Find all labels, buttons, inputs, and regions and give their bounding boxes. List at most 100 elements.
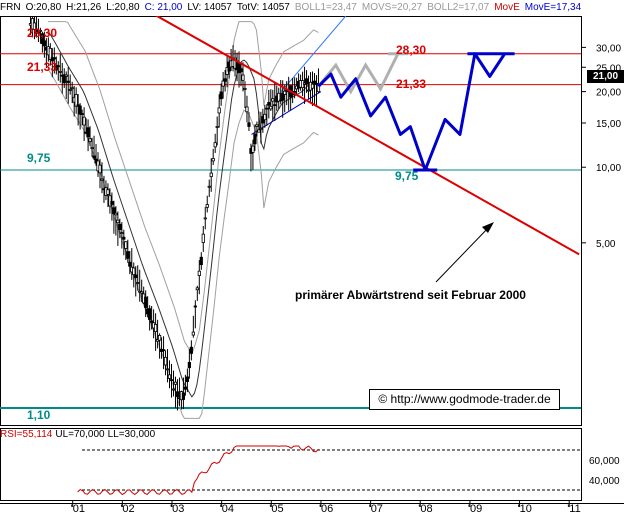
candle-body	[116, 219, 120, 224]
level-975-left-label: 9,75	[27, 151, 51, 165]
x-tick-label-8: '09	[468, 503, 482, 515]
candle-body	[243, 87, 247, 90]
candle-body	[163, 356, 168, 366]
rsi-value: RSI=55,114	[0, 429, 53, 440]
candle-body	[207, 185, 211, 188]
candle-body	[273, 104, 277, 107]
candle-body	[64, 74, 68, 77]
candle-body	[253, 133, 257, 145]
volume-value: LV: 14057	[187, 2, 232, 13]
candle-body	[122, 236, 126, 240]
y-tick-label-3: 15,00	[596, 119, 621, 130]
candle-body	[154, 323, 158, 333]
candle-body	[203, 217, 207, 220]
candle-body	[283, 90, 287, 95]
candle-body	[245, 106, 249, 113]
x-tick-label-10: '11	[567, 503, 581, 515]
candle-body	[281, 92, 285, 101]
candle-body	[98, 164, 102, 174]
candle-body	[209, 172, 213, 178]
candle-body	[52, 57, 56, 60]
candle-body	[120, 232, 124, 234]
projection-blue-path	[317, 52, 506, 172]
candle-body	[304, 78, 309, 84]
rsi-ll: LL=30,000	[107, 429, 156, 440]
y-tick-label-1: 25,00	[596, 63, 621, 74]
price-plot-frame	[0, 16, 582, 426]
trend-annotation: primärer Abwärtstrend seit Februar 2000	[295, 288, 526, 302]
candle-body	[191, 331, 195, 336]
y-tick-label-0: 30,00	[596, 43, 621, 54]
candle-body	[165, 368, 170, 371]
candle-body	[173, 381, 178, 385]
rsi-tick-label-0: 60,000	[589, 456, 620, 467]
candle-body	[80, 113, 84, 115]
candle-body	[251, 145, 255, 153]
level-2830-left-label: 28,30	[27, 26, 58, 40]
x-tick-label-2: '03	[170, 503, 184, 515]
candle-body	[86, 127, 90, 138]
candle-body	[140, 291, 144, 294]
candle-body	[68, 89, 72, 91]
candle-body	[167, 374, 172, 379]
level-2133-right-label: 21,33	[396, 77, 427, 91]
candle-body	[70, 87, 74, 90]
candle-body	[187, 361, 191, 369]
high-value: H:21,26	[66, 2, 102, 13]
candle-body	[306, 89, 311, 92]
candle-body	[175, 391, 180, 397]
candle-body	[132, 267, 136, 276]
current-price-badge: 21,00	[587, 70, 624, 83]
candle-body	[277, 92, 281, 102]
candle-body	[136, 282, 140, 284]
candle-body	[197, 270, 201, 276]
x-tick-label-1: '02	[120, 503, 134, 515]
candle-body	[161, 349, 166, 352]
x-tick-label-4: '05	[269, 503, 283, 515]
candle-body	[56, 65, 60, 68]
move-label: MovE	[494, 2, 520, 13]
candle-body	[124, 241, 128, 249]
candle-body	[239, 68, 243, 72]
low-value: L:20,80	[106, 2, 140, 13]
open-value: O:20,80	[25, 2, 62, 13]
candle-body	[201, 233, 205, 243]
candle-body	[237, 63, 241, 74]
candle-body	[219, 91, 223, 100]
instrument-label: FRN	[0, 2, 21, 13]
candle-body	[185, 376, 189, 383]
x-tick-label-7: '08	[418, 503, 432, 515]
candle-body	[213, 142, 217, 148]
candle-body	[247, 122, 251, 127]
candle-body	[169, 379, 174, 382]
candle-body	[128, 261, 132, 267]
candle-body	[118, 223, 122, 231]
candle-body	[108, 195, 112, 207]
candle-body	[183, 386, 187, 390]
candle-body	[223, 78, 227, 82]
candle-body	[76, 104, 80, 107]
candle-body	[205, 204, 209, 208]
candle-body	[92, 155, 96, 159]
candle-body	[241, 74, 245, 81]
candle-body	[189, 346, 193, 354]
close-value: C: 21,00	[144, 2, 183, 13]
move-value: MovE=17,34	[524, 2, 582, 13]
candle-body	[255, 124, 259, 127]
candle-body	[150, 320, 154, 323]
candle-body	[144, 296, 148, 308]
total-volume-value: TotV: 14057	[236, 2, 290, 13]
projection-gray-path	[317, 53, 400, 95]
candle-body	[310, 83, 315, 89]
x-tick-label-5: '06	[319, 503, 333, 515]
candle-body	[48, 47, 52, 60]
candle-body	[36, 31, 41, 34]
rsi-tick-label-1: 40,000	[589, 476, 620, 487]
candle-body	[221, 80, 225, 87]
movs-value: MOVS=20,27	[361, 2, 423, 13]
candle-body	[217, 107, 221, 114]
x-tick-label-0: '01	[71, 503, 85, 515]
candle-body	[263, 113, 267, 121]
moving-average-line	[47, 30, 319, 398]
annotation-arrow-line	[435, 225, 491, 283]
